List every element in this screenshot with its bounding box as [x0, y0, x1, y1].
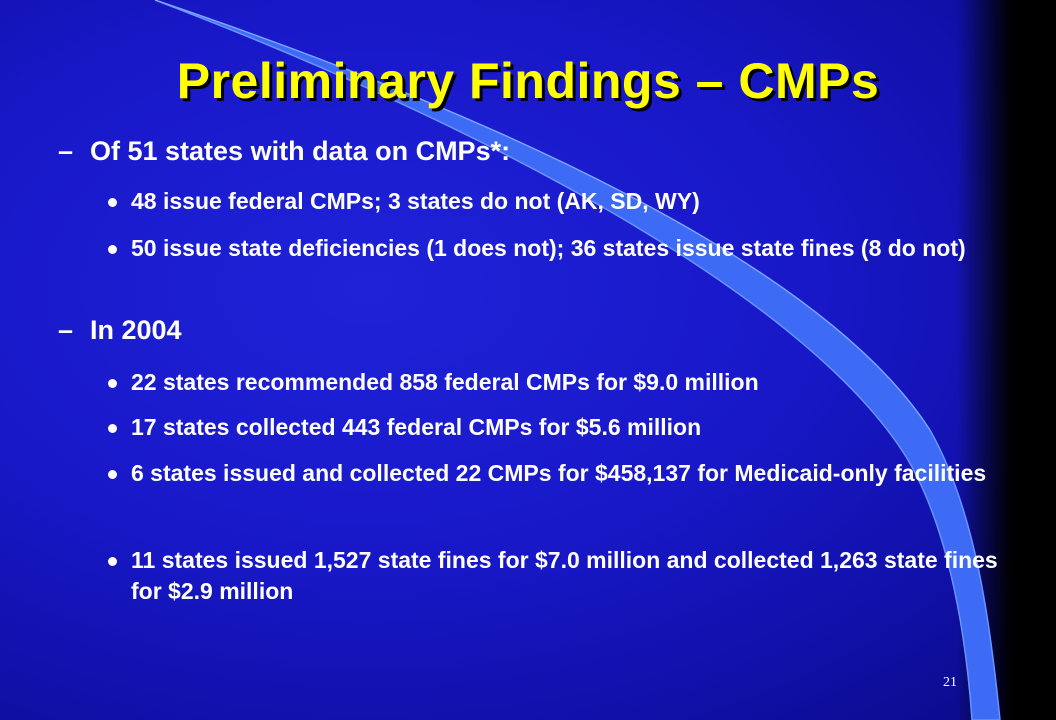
section-heading-cmps-data: – Of 51 states with data on CMPs*: — [58, 136, 511, 167]
section-heading-text: Of 51 states with data on CMPs*: — [90, 136, 511, 166]
dash-bullet-icon: – — [58, 136, 74, 166]
bullet-text: 48 issue federal CMPs; 3 states do not (… — [131, 188, 700, 214]
section-heading-2004: – In 2004 — [58, 315, 182, 346]
bullet-item: 11 states issued 1,527 state fines for $… — [108, 545, 1011, 607]
bullet-text: 17 states collected 443 federal CMPs for… — [131, 414, 702, 440]
round-bullet-icon — [108, 198, 117, 207]
swoosh-highlight — [154, 0, 931, 431]
bullet-text: 22 states recommended 858 federal CMPs f… — [131, 369, 759, 395]
dash-bullet-icon: – — [58, 315, 74, 345]
slide-title: Preliminary Findings – CMPs — [176, 53, 880, 109]
bullet-item: 48 issue federal CMPs; 3 states do not (… — [108, 186, 1011, 217]
round-bullet-icon — [108, 557, 117, 566]
bullet-item: 17 states collected 443 federal CMPs for… — [108, 412, 1011, 443]
bullet-text: 6 states issued and collected 22 CMPs fo… — [131, 460, 987, 486]
bullet-item: 50 issue state deficiencies (1 does not)… — [108, 233, 1011, 264]
bullet-text: 50 issue state deficiencies (1 does not)… — [131, 235, 966, 261]
round-bullet-icon — [108, 379, 117, 388]
slide-number: 21 — [943, 675, 957, 690]
round-bullet-icon — [108, 245, 117, 254]
bullet-item: 22 states recommended 858 federal CMPs f… — [108, 367, 1011, 398]
bullet-item: 6 states issued and collected 22 CMPs fo… — [108, 458, 1011, 489]
section-heading-text: In 2004 — [90, 315, 182, 345]
round-bullet-icon — [108, 470, 117, 479]
bullet-text: 11 states issued 1,527 state fines for $… — [131, 547, 998, 604]
round-bullet-icon — [108, 424, 117, 433]
